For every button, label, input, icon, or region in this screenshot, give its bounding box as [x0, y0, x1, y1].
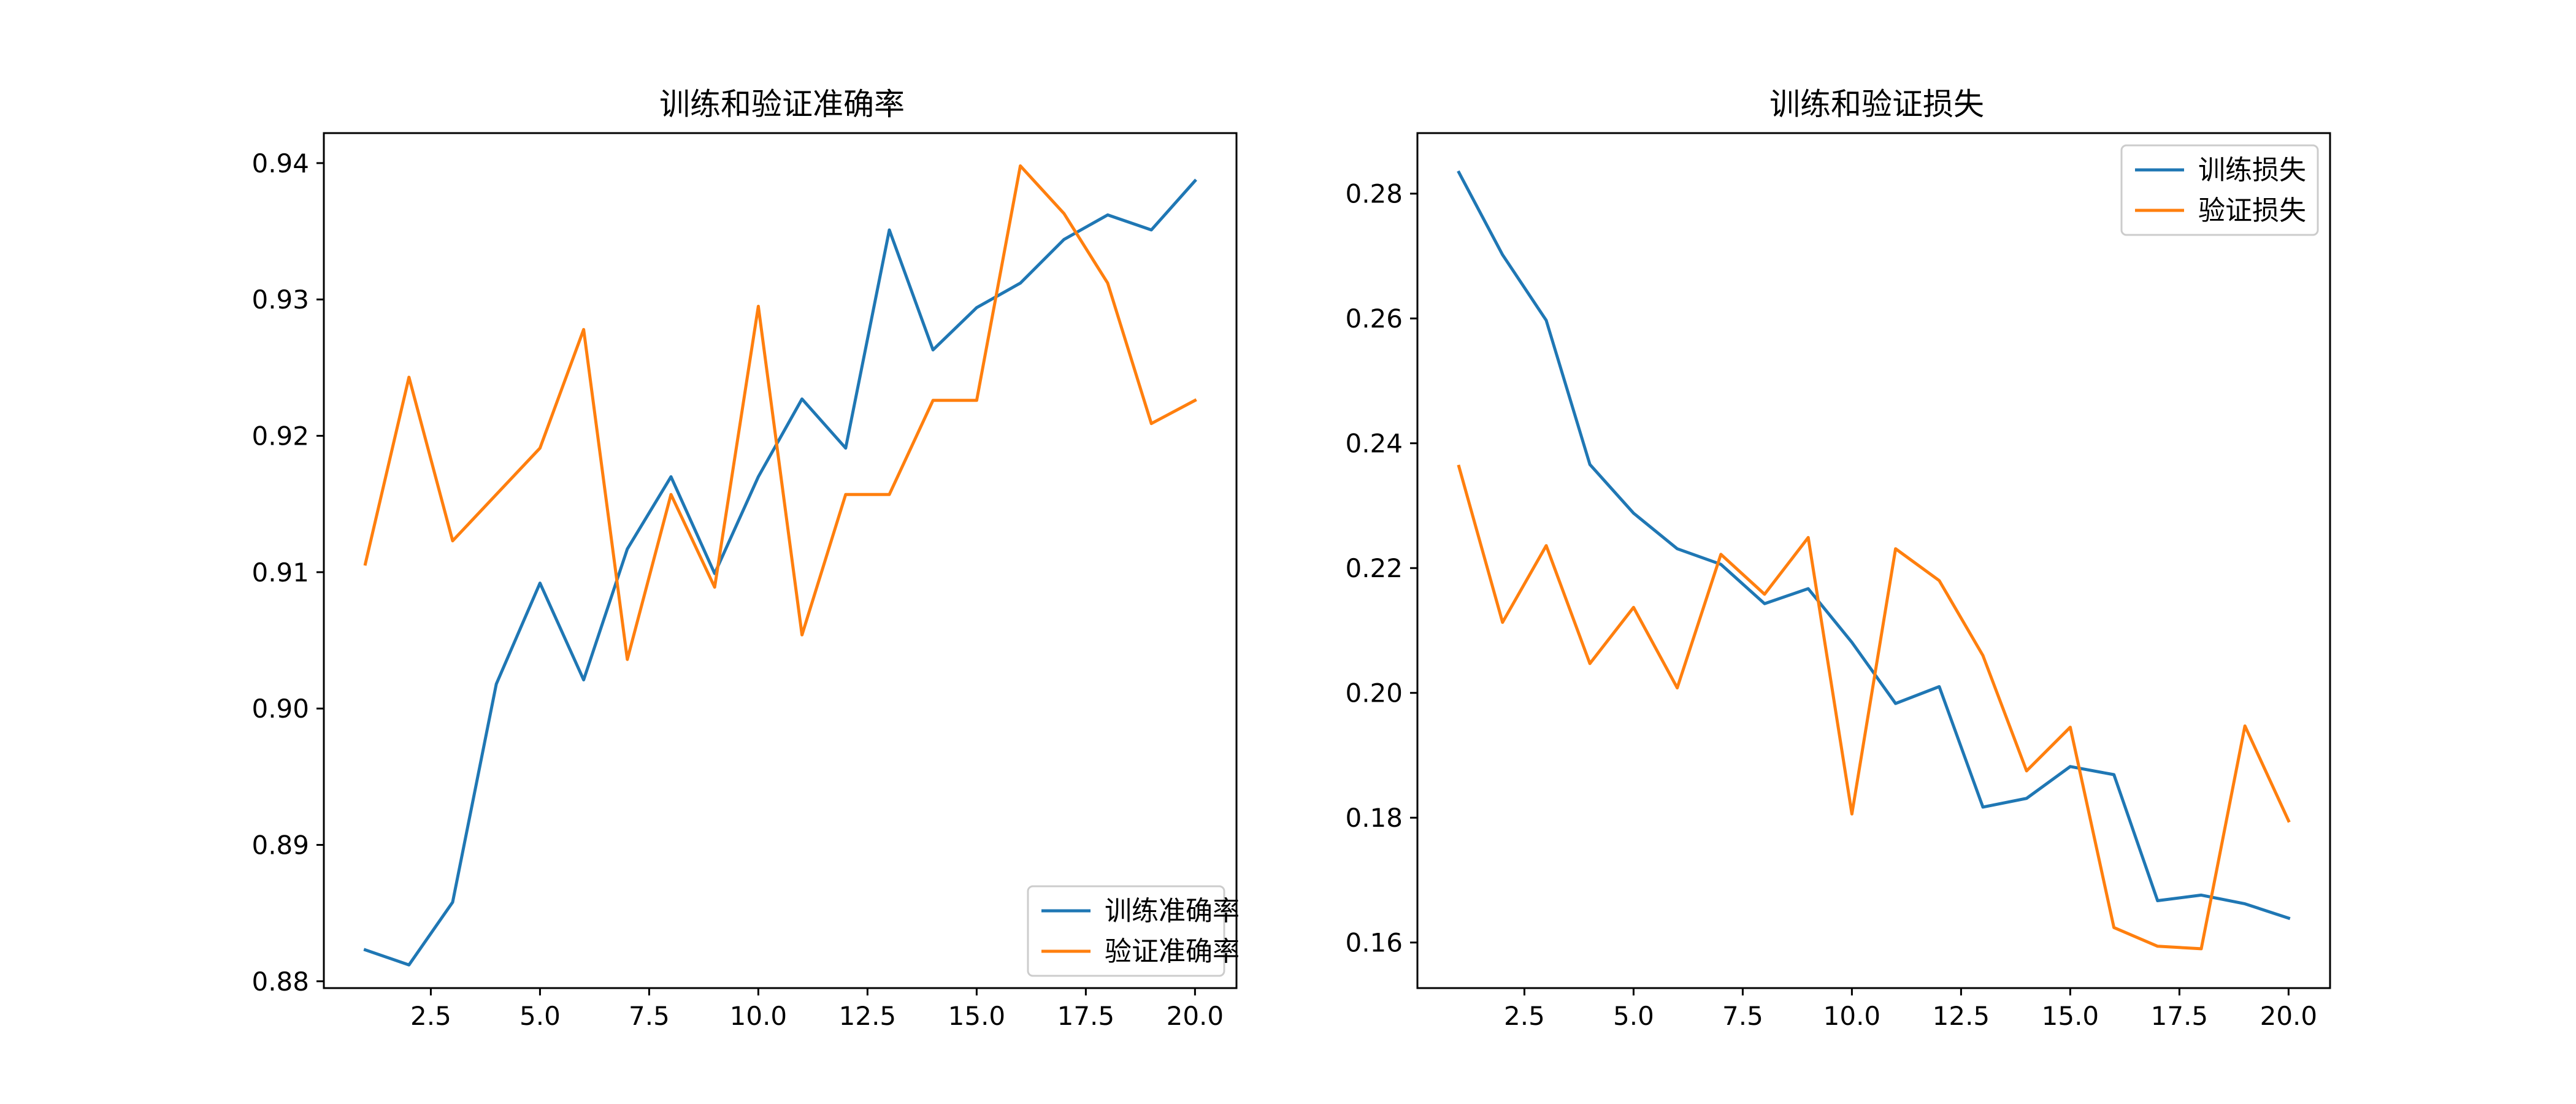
- loss-x-tick-label: 20.0: [2260, 1001, 2318, 1031]
- loss-y-tick-label: 0.26: [1345, 304, 1403, 334]
- loss-y-tick-label: 0.24: [1345, 429, 1403, 459]
- accuracy-x-tick-label: 12.5: [839, 1001, 897, 1031]
- accuracy-chart: 训练和验证准确率 2.5 5.0 7.5 10.0 12.5 15.0 17.5 20.0 0.…: [251, 86, 1240, 1031]
- loss-chart-title: 训练和验证损失: [1769, 86, 1984, 122]
- accuracy-plot-area: 2.5 5.0 7.5 10.0 12.5 15.0 17.5 20.0 0.88 0.89 0.9…: [251, 132, 1238, 1031]
- loss-x-tick-label: 2.5: [1504, 1001, 1545, 1031]
- accuracy-y-tick-label: 0.92: [251, 421, 309, 451]
- loss-x-tick-label: 7.5: [1722, 1001, 1763, 1031]
- loss-y-tick-label: 0.16: [1345, 928, 1403, 958]
- accuracy-y-tick-label: 0.93: [251, 285, 309, 315]
- loss-x-tick-label: 10.0: [1823, 1001, 1881, 1031]
- loss-axes-frame: [1416, 132, 2331, 989]
- accuracy-chart-title: 训练和验证准确率: [659, 86, 905, 122]
- loss-y-tick-label: 0.20: [1345, 678, 1403, 708]
- loss-legend-label-0: 训练损失: [2198, 155, 2306, 186]
- loss-plot-area: 2.5 5.0 7.5 10.0 12.5 15.0 17.5 20.0 0.16 0.18 0.2…: [1345, 132, 2331, 1031]
- loss-y-tick-label: 0.22: [1345, 553, 1403, 583]
- accuracy-x-tick-label: 5.0: [519, 1001, 561, 1031]
- accuracy-x-tick-label: 15.0: [948, 1001, 1006, 1031]
- loss-chart: 训练和验证损失 2.5 5.0 7.5 10.0 12.5 15.0 17.5 20.0 0.1…: [1345, 86, 2331, 1031]
- loss-y-tick-label: 0.18: [1345, 803, 1403, 833]
- accuracy-legend-label-0: 训练准确率: [1105, 895, 1240, 927]
- loss-x-tick-label: 17.5: [2151, 1001, 2209, 1031]
- loss-x-tick-label: 12.5: [1933, 1001, 1990, 1031]
- accuracy-axes-frame: [323, 132, 1238, 989]
- loss-x-tick-label: 15.0: [2042, 1001, 2099, 1031]
- accuracy-legend-label-1: 验证准确率: [1105, 936, 1240, 967]
- loss-legend-box: [2120, 144, 2319, 236]
- accuracy-x-tick-label: 17.5: [1057, 1001, 1115, 1031]
- accuracy-y-tick-label: 0.91: [251, 558, 309, 588]
- accuracy-x-tick-label: 2.5: [410, 1001, 451, 1031]
- accuracy-legend-box: [1027, 885, 1225, 977]
- accuracy-series-line-0: [363, 178, 1197, 967]
- loss-y-tick-label: 0.28: [1345, 179, 1403, 209]
- accuracy-series-line-1: [363, 164, 1197, 661]
- accuracy-y-tick-label: 0.89: [251, 830, 309, 861]
- accuracy-x-tick-label: 10.0: [730, 1001, 788, 1031]
- accuracy-y-tick-label: 0.88: [251, 967, 309, 997]
- loss-x-tick-label: 5.0: [1613, 1001, 1654, 1031]
- accuracy-x-tick-label: 7.5: [629, 1001, 670, 1031]
- accuracy-y-tick-label: 0.94: [251, 148, 309, 178]
- accuracy-x-tick-label: 20.0: [1167, 1001, 1224, 1031]
- accuracy-y-tick-label: 0.90: [251, 694, 309, 724]
- loss-series-line-1: [1457, 464, 2291, 951]
- loss-legend-label-1: 验证损失: [2198, 195, 2306, 226]
